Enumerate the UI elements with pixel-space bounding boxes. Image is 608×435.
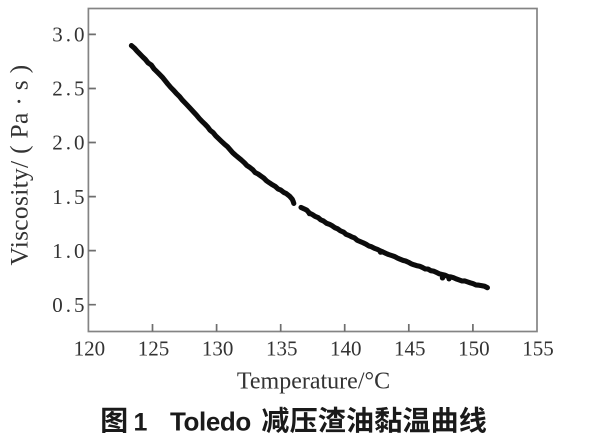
svg-text:3.0: 3.0 <box>52 23 87 47</box>
svg-text:1: 1 <box>134 409 148 435</box>
svg-text:1.5: 1.5 <box>52 185 87 209</box>
svg-text:Toledo: Toledo <box>170 407 251 435</box>
svg-text:130: 130 <box>202 337 234 361</box>
svg-text:2.0: 2.0 <box>52 131 87 155</box>
svg-text:150: 150 <box>458 337 490 361</box>
svg-text:145: 145 <box>394 337 426 361</box>
svg-text:0.5: 0.5 <box>52 293 87 317</box>
svg-text:125: 125 <box>138 337 170 361</box>
svg-text:135: 135 <box>266 337 298 361</box>
svg-text:140: 140 <box>330 337 362 361</box>
svg-text:1.0: 1.0 <box>52 239 87 263</box>
svg-text:2.5: 2.5 <box>52 77 87 101</box>
svg-text:Viscosity/ ( Pa · s ): Viscosity/ ( Pa · s ) <box>5 65 34 266</box>
svg-text:Temperature/°C: Temperature/°C <box>237 369 390 395</box>
svg-text:155: 155 <box>522 337 554 361</box>
svg-text:120: 120 <box>74 337 106 361</box>
